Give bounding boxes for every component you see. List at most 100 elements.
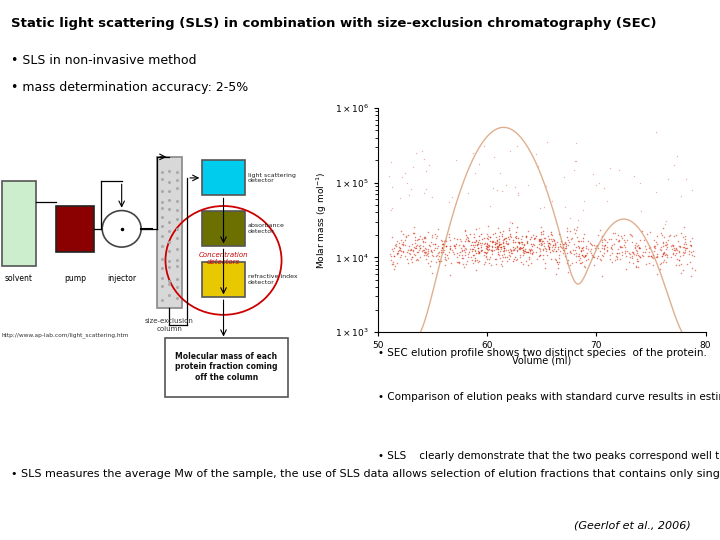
Point: [574, 237, 585, 245]
Point: [473, 236, 485, 245]
Point: [663, 232, 675, 240]
Point: [648, 236, 660, 245]
Point: [674, 246, 685, 255]
Point: [462, 252, 474, 261]
Point: [593, 231, 604, 240]
Point: [624, 248, 635, 257]
Y-axis label: Molar mass (g mol$^{-1}$): Molar mass (g mol$^{-1}$): [315, 171, 329, 269]
Point: [644, 258, 655, 267]
Point: [632, 251, 644, 260]
Point: [665, 253, 677, 261]
Point: [498, 242, 509, 251]
Point: [409, 251, 420, 260]
Point: [546, 196, 558, 205]
Point: [426, 248, 438, 256]
Point: [598, 249, 609, 258]
Point: [423, 259, 434, 267]
Text: injector: injector: [107, 274, 136, 284]
Point: [438, 252, 450, 261]
Point: [449, 233, 460, 242]
Point: [438, 248, 449, 256]
Point: [652, 250, 663, 259]
Point: [505, 247, 516, 255]
Point: [627, 249, 639, 258]
Point: [508, 256, 519, 265]
Point: [416, 246, 428, 255]
Point: [660, 241, 671, 249]
Point: [565, 235, 577, 244]
Point: [633, 244, 644, 253]
Point: [560, 244, 572, 253]
Point: [576, 251, 588, 259]
Point: [582, 255, 594, 264]
Point: [410, 236, 421, 245]
Point: [537, 226, 549, 235]
Point: [405, 246, 416, 254]
Point: [456, 244, 467, 252]
Point: [490, 229, 501, 238]
Point: [441, 251, 452, 259]
Point: [518, 243, 529, 252]
Point: [588, 241, 600, 249]
Point: [523, 245, 535, 253]
Point: [407, 246, 418, 255]
Point: [518, 251, 529, 260]
Point: [642, 252, 654, 261]
Point: [528, 241, 540, 249]
Point: [588, 253, 599, 261]
Text: • SLS    clearly demonstrate that the two peaks correspond well to monomeric (7.: • SLS clearly demonstrate that the two p…: [378, 451, 720, 461]
Point: [406, 245, 418, 254]
Point: [605, 164, 616, 173]
Point: [444, 235, 456, 244]
Point: [391, 250, 402, 259]
Point: [572, 216, 583, 225]
Point: [486, 246, 498, 255]
Point: [612, 245, 624, 253]
Point: [500, 246, 512, 255]
Point: [634, 244, 646, 252]
Point: [680, 234, 691, 243]
Point: [523, 255, 535, 264]
Point: [679, 243, 690, 252]
Point: [601, 246, 613, 255]
Point: [536, 240, 548, 248]
Point: [678, 266, 689, 274]
Point: [397, 240, 409, 248]
Point: [624, 250, 636, 259]
Point: [521, 238, 533, 247]
Point: [489, 238, 500, 246]
Point: [552, 245, 564, 254]
Point: [550, 247, 562, 256]
Point: [408, 246, 419, 254]
Point: [573, 243, 585, 252]
Point: [453, 259, 464, 267]
Point: [482, 244, 493, 253]
Point: [590, 181, 602, 190]
Point: [410, 256, 422, 265]
FancyBboxPatch shape: [202, 262, 246, 297]
Point: [512, 191, 523, 200]
Text: solvent: solvent: [5, 274, 32, 284]
Point: [496, 187, 508, 195]
Text: • SLS in non-invasive method: • SLS in non-invasive method: [11, 54, 197, 67]
Point: [569, 229, 580, 238]
Point: [505, 218, 516, 227]
Point: [570, 139, 582, 147]
Point: [508, 246, 520, 254]
Point: [577, 258, 588, 267]
Point: [385, 206, 397, 214]
Point: [433, 256, 445, 265]
Point: [397, 238, 408, 246]
Point: [561, 248, 572, 257]
Point: [482, 254, 493, 263]
Point: [569, 250, 580, 259]
Point: [426, 269, 438, 278]
Point: [613, 237, 625, 245]
Point: [528, 234, 539, 242]
Point: [474, 239, 485, 247]
Point: [628, 258, 639, 267]
Point: [598, 244, 610, 253]
Point: [541, 138, 553, 147]
Point: [638, 247, 649, 256]
Point: [444, 245, 456, 253]
